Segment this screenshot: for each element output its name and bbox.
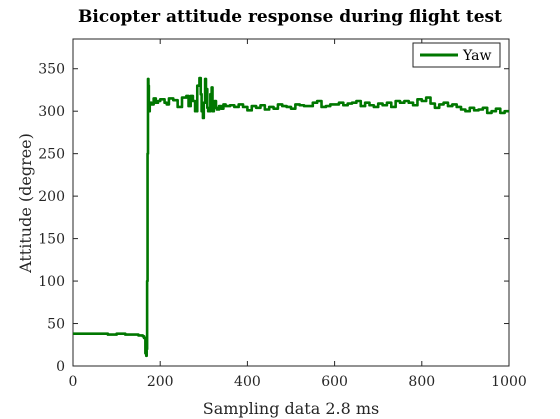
legend-label-yaw: Yaw (462, 48, 492, 64)
plot-area (72, 38, 510, 367)
y-tick-label: 250 (38, 147, 65, 163)
y-tick-label: 350 (38, 62, 65, 78)
y-tick-label: 150 (38, 232, 65, 248)
x-tick-label: 0 (69, 374, 78, 390)
x-axis-label: Sampling data 2.8 ms (203, 399, 380, 418)
chart-title: Bicopter attitude response during flight… (78, 7, 502, 27)
x-tick-label: 400 (234, 374, 261, 390)
x-tick-label: 800 (408, 374, 435, 390)
y-tick-label: 50 (47, 317, 65, 333)
y-tick-label: 0 (56, 359, 65, 375)
series-layer (73, 76, 509, 358)
series-line-yaw (73, 76, 509, 358)
x-tick-label: 600 (321, 374, 348, 390)
y-axis: 0 50 100 150 200 250 300 350 (38, 62, 509, 375)
y-axis-label: Attitude (degree) (16, 133, 35, 274)
y-tick-label: 300 (38, 104, 65, 120)
x-tick-label: 200 (147, 374, 174, 390)
x-tick-label: 1000 (491, 374, 527, 390)
y-tick-label: 100 (38, 274, 65, 290)
x-axis: 0 200 400 600 800 1000 (69, 39, 527, 390)
legend: Yaw (412, 42, 501, 68)
y-tick-label: 200 (38, 189, 65, 205)
